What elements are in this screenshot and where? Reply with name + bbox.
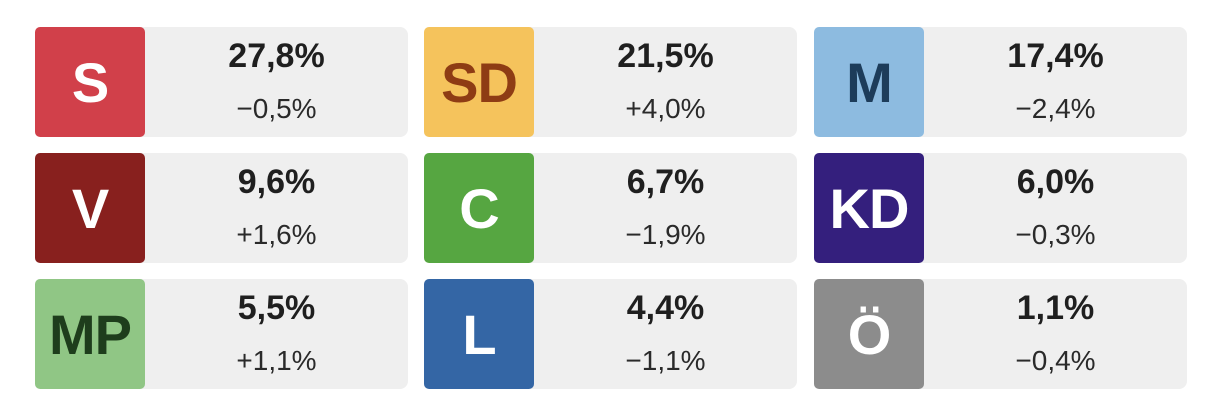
party-card-mp: MP 5,5% +1,1% [35, 279, 408, 389]
vote-share: 5,5% [237, 289, 316, 327]
party-badge-mp: MP [35, 279, 145, 389]
vote-share: 4,4% [626, 289, 705, 327]
vote-change: −1,1% [625, 345, 706, 376]
party-badge-l: L [424, 279, 534, 389]
party-badge-s: S [35, 27, 145, 137]
party-badge-m: M [814, 27, 924, 137]
vote-change: −0,4% [1015, 345, 1096, 376]
party-badge-kd: KD [814, 153, 924, 263]
vote-change: +1,6% [236, 219, 317, 250]
party-values: 6,7% −1,9% [534, 153, 797, 263]
party-badge-c: C [424, 153, 534, 263]
party-card-o: Ö 1,1% −0,4% [814, 279, 1187, 389]
party-card-s: S 27,8% −0,5% [35, 27, 408, 137]
party-badge-v: V [35, 153, 145, 263]
party-card-kd: KD 6,0% −0,3% [814, 153, 1187, 263]
vote-change: +4,0% [625, 93, 706, 124]
party-values: 1,1% −0,4% [924, 279, 1187, 389]
party-values: 5,5% +1,1% [145, 279, 408, 389]
vote-change: +1,1% [236, 345, 317, 376]
vote-change: −0,5% [236, 93, 317, 124]
party-values: 21,5% +4,0% [534, 27, 797, 137]
party-values: 4,4% −1,1% [534, 279, 797, 389]
vote-share: 17,4% [1007, 37, 1104, 75]
vote-change: −1,9% [625, 219, 706, 250]
party-card-sd: SD 21,5% +4,0% [424, 27, 797, 137]
vote-share: 6,0% [1016, 163, 1095, 201]
vote-change: −2,4% [1015, 93, 1096, 124]
vote-share: 27,8% [228, 37, 325, 75]
party-card-c: C 6,7% −1,9% [424, 153, 797, 263]
vote-share: 6,7% [626, 163, 705, 201]
party-values: 17,4% −2,4% [924, 27, 1187, 137]
party-values: 9,6% +1,6% [145, 153, 408, 263]
party-card-v: V 9,6% +1,6% [35, 153, 408, 263]
vote-change: −0,3% [1015, 219, 1096, 250]
party-badge-sd: SD [424, 27, 534, 137]
party-values: 6,0% −0,3% [924, 153, 1187, 263]
vote-share: 9,6% [237, 163, 316, 201]
party-card-m: M 17,4% −2,4% [814, 27, 1187, 137]
party-card-l: L 4,4% −1,1% [424, 279, 797, 389]
vote-share: 1,1% [1016, 289, 1095, 327]
party-values: 27,8% −0,5% [145, 27, 408, 137]
party-badge-o: Ö [814, 279, 924, 389]
vote-share: 21,5% [617, 37, 714, 75]
